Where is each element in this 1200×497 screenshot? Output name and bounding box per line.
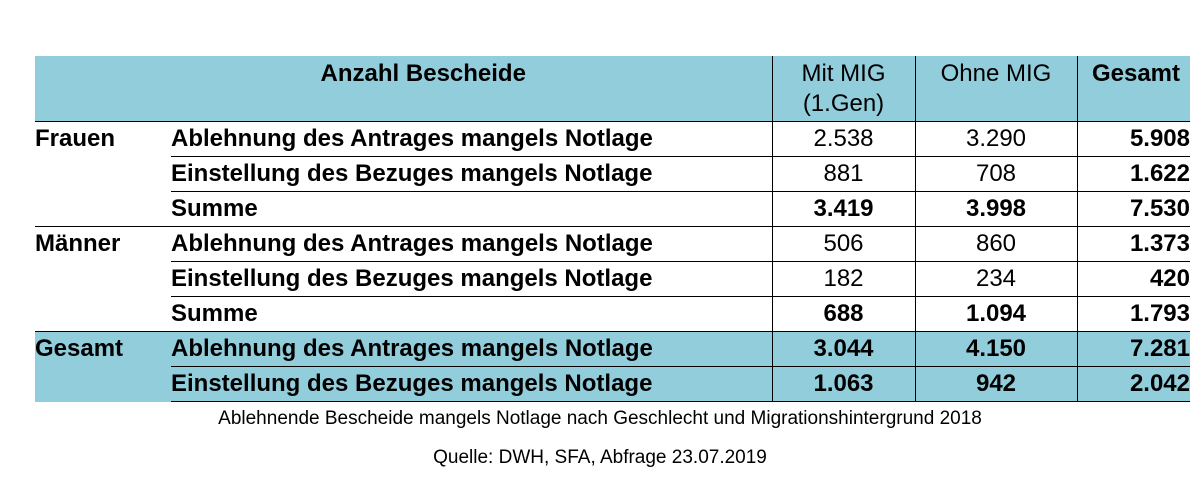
col-header-mig-sub: (1.Gen) xyxy=(802,90,885,117)
table-row: Frauen Ablehnung des Antrages mangels No… xyxy=(35,121,1190,227)
table-row-total: Einstellung des Bezuges mangels Notlage … xyxy=(35,366,1190,402)
cell-ohne: 234 xyxy=(914,261,1077,297)
table-header-row: Anzahl Bescheide Mit MIG (1.Gen) Ohne MIG… xyxy=(35,56,1190,122)
table-row-sum: Summe 3.419 3.998 7.530 xyxy=(35,191,1190,227)
cell-ohne: 942 xyxy=(914,366,1077,402)
cell-mig: 3.419 xyxy=(771,191,915,227)
table-row-total: Gesamt Ablehnung des Antrages mangels No… xyxy=(35,331,1190,402)
table-row: Einstellung des Bezuges mangels Notlage … xyxy=(35,261,1190,297)
col-header-total: Gesamt xyxy=(1076,56,1190,122)
cell-total: 420 xyxy=(1076,261,1190,297)
cell-total: 7.281 xyxy=(1076,331,1190,367)
table-row-sum: Summe 688 1.094 1.793 xyxy=(35,296,1190,332)
row-label-sum: Summe xyxy=(171,296,772,332)
cell-mig: 182 xyxy=(771,261,915,297)
cell-ohne: 1.094 xyxy=(914,296,1077,332)
cell-mig: 3.044 xyxy=(771,331,915,367)
cell-mig: 688 xyxy=(771,296,915,332)
row-label: Einstellung des Bezuges mangels Notlage xyxy=(171,156,772,192)
table-row: Einstellung des Bezuges mangels Notlage … xyxy=(35,156,1190,192)
col-header-ohne: Ohne MIG xyxy=(914,56,1077,122)
group-label-gesamt: Gesamt xyxy=(35,331,171,402)
cell-ohne: 708 xyxy=(914,156,1077,192)
col-header-mig: Mit MIG (1.Gen) xyxy=(771,56,915,122)
cell-total: 1.622 xyxy=(1076,156,1190,192)
cell-total: 2.042 xyxy=(1076,366,1190,402)
cell-ohne: 3.998 xyxy=(914,191,1077,227)
cell-total: 5.908 xyxy=(1076,121,1190,157)
row-label: Einstellung des Bezuges mangels Notlage xyxy=(171,366,772,402)
bescheide-table: Anzahl Bescheide Mit MIG (1.Gen) Ohne MIG… xyxy=(35,56,1190,402)
table-caption: Ablehnende Bescheide mangels Notlage nac… xyxy=(218,408,982,429)
row-label: Ablehnung des Antrages mangels Notlage xyxy=(171,121,772,157)
cell-mig: 2.538 xyxy=(771,121,915,157)
cell-mig: 881 xyxy=(771,156,915,192)
cell-total: 1.373 xyxy=(1076,226,1190,262)
cell-mig: 1.063 xyxy=(771,366,915,402)
cell-total: 1.793 xyxy=(1076,296,1190,332)
cell-total: 7.530 xyxy=(1076,191,1190,227)
group-label-frauen: Frauen xyxy=(35,121,171,227)
cell-ohne: 3.290 xyxy=(914,121,1077,157)
cell-ohne: 860 xyxy=(914,226,1077,262)
group-label-maenner: Männer xyxy=(35,226,171,332)
cell-mig: 506 xyxy=(771,226,915,262)
table-row: Männer Ablehnung des Antrages mangels No… xyxy=(35,226,1190,332)
row-label: Einstellung des Bezuges mangels Notlage xyxy=(171,261,772,297)
row-label-sum: Summe xyxy=(171,191,772,227)
row-label: Ablehnung des Antrages mangels Notlage xyxy=(171,331,772,367)
cell-ohne: 4.150 xyxy=(914,331,1077,367)
col-header-mig-label: Mit MIG xyxy=(801,60,886,87)
table-title: Anzahl Bescheide xyxy=(35,56,772,122)
source-note: Quelle: DWH, SFA, Abfrage 23.07.2019 xyxy=(433,447,767,468)
row-label: Ablehnung des Antrages mangels Notlage xyxy=(171,226,772,262)
